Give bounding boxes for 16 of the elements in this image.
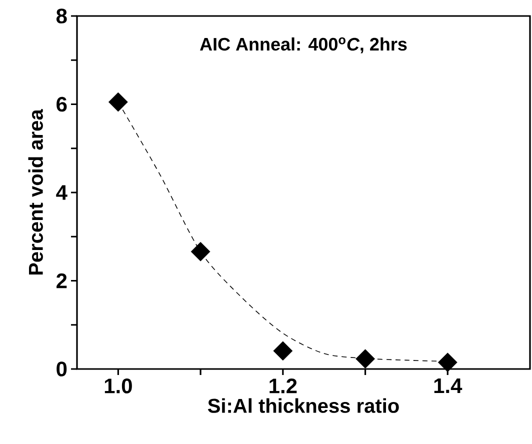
y-tick-label: 4 — [56, 185, 68, 200]
point — [273, 341, 293, 361]
point — [356, 349, 375, 369]
point — [438, 352, 458, 372]
x-tick-label: 1.2 — [270, 378, 297, 394]
x-tick-label: 1.0 — [104, 378, 132, 394]
y-tick-label: 0 — [56, 362, 67, 376]
x-axis-title: Si:Al thickness ratio — [208, 398, 399, 413]
point — [190, 242, 210, 262]
y-axis-title: Percent void area — [28, 109, 43, 275]
x-tick-label: 1.4 — [434, 378, 462, 393]
text: AIC Anneal: 400$^{o}$C, 2hrs — [200, 37, 407, 54]
y-tick-label: 6 — [56, 96, 67, 112]
point — [108, 92, 128, 112]
y-tick-label: 8 — [56, 8, 67, 24]
y-tick-label: 2 — [56, 273, 67, 288]
